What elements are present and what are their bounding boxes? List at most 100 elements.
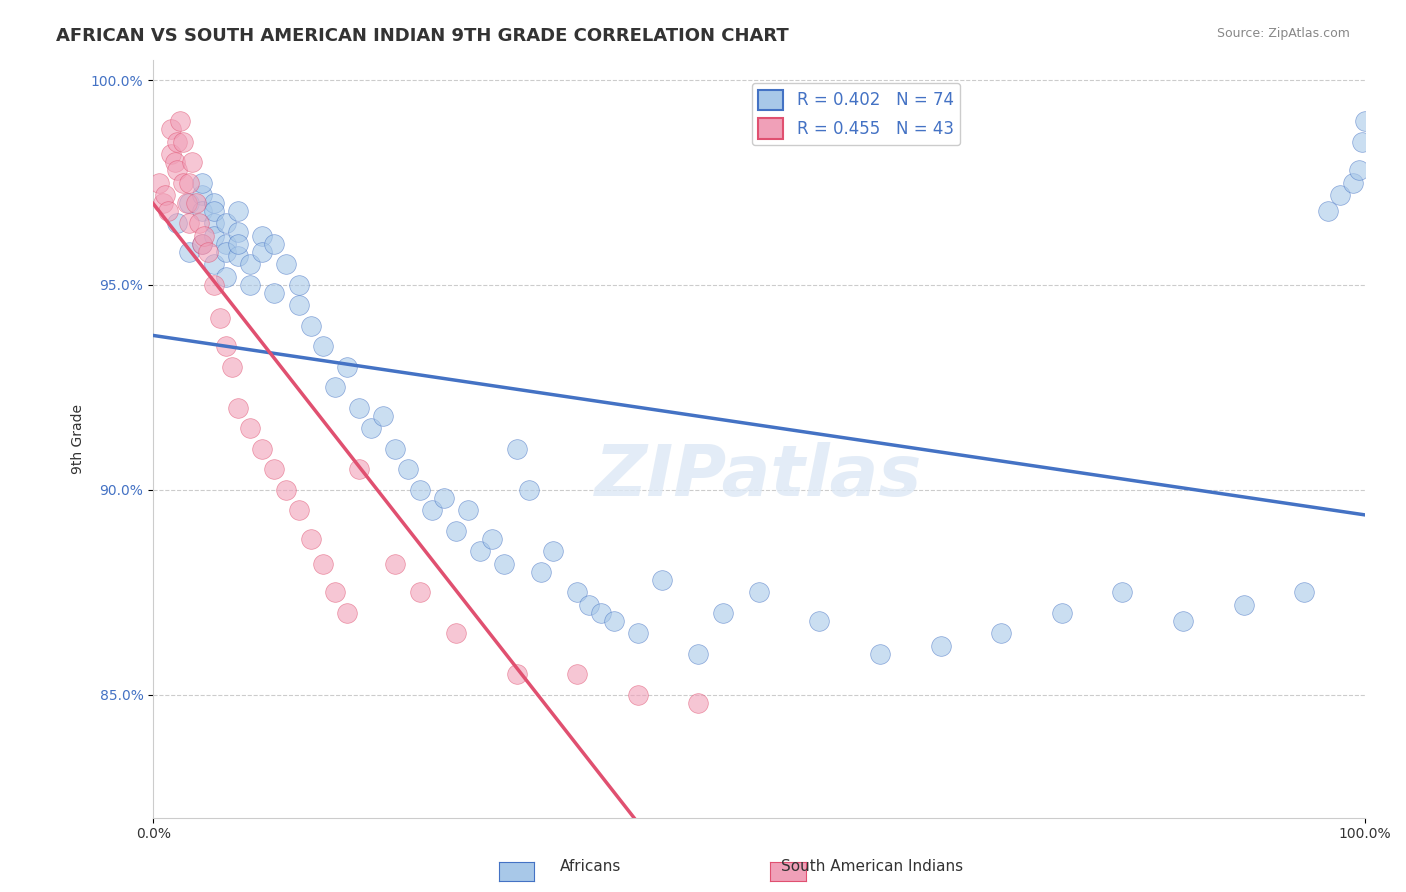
Point — [176, 196, 198, 211]
Text: South American Indians: South American Indians — [780, 859, 963, 874]
Point — [323, 585, 346, 599]
Point — [312, 557, 335, 571]
Point — [287, 298, 309, 312]
Point — [179, 245, 201, 260]
Point — [312, 339, 335, 353]
Point — [517, 483, 540, 497]
Point — [250, 228, 273, 243]
Point — [990, 626, 1012, 640]
Point — [591, 606, 613, 620]
Point — [1294, 585, 1316, 599]
Point — [711, 606, 734, 620]
Point — [748, 585, 770, 599]
Point — [1351, 135, 1374, 149]
Point — [688, 696, 710, 710]
Point — [215, 237, 238, 252]
Point — [276, 257, 298, 271]
Point — [1347, 163, 1369, 178]
Text: ZIPatlas: ZIPatlas — [595, 442, 922, 511]
Point — [1050, 606, 1073, 620]
Point — [215, 245, 238, 260]
Point — [169, 114, 191, 128]
Point — [215, 269, 238, 284]
Y-axis label: 9th Grade: 9th Grade — [72, 403, 86, 474]
Point — [494, 557, 516, 571]
Point — [373, 409, 395, 423]
Point — [433, 491, 456, 505]
Point — [444, 524, 467, 538]
Point — [299, 318, 322, 333]
Point — [602, 614, 624, 628]
Point — [360, 421, 382, 435]
Point — [202, 257, 225, 271]
Point — [226, 249, 249, 263]
Point — [202, 277, 225, 292]
Point — [250, 245, 273, 260]
Point — [567, 585, 589, 599]
Point — [190, 237, 212, 252]
Point — [197, 245, 219, 260]
Point — [323, 380, 346, 394]
Point — [160, 122, 183, 136]
Point — [226, 401, 249, 415]
Point — [179, 217, 201, 231]
Point — [688, 647, 710, 661]
Point — [457, 503, 479, 517]
Point — [226, 204, 249, 219]
Point — [336, 606, 359, 620]
Point — [808, 614, 831, 628]
Point — [420, 503, 443, 517]
Point — [336, 359, 359, 374]
Point — [179, 196, 201, 211]
Text: Source: ZipAtlas.com: Source: ZipAtlas.com — [1216, 27, 1350, 40]
Point — [166, 135, 188, 149]
Point — [202, 217, 225, 231]
Point — [287, 503, 309, 517]
Point — [239, 421, 262, 435]
Point — [190, 176, 212, 190]
Point — [166, 217, 188, 231]
Point — [239, 257, 262, 271]
Point — [1341, 176, 1364, 190]
Point — [193, 228, 215, 243]
Point — [190, 237, 212, 252]
Point — [226, 237, 249, 252]
Point — [202, 196, 225, 211]
Point — [156, 204, 179, 219]
Point — [299, 532, 322, 546]
Point — [202, 228, 225, 243]
Point — [627, 688, 650, 702]
Point — [384, 557, 406, 571]
Point — [226, 225, 249, 239]
Point — [188, 217, 211, 231]
Point — [1317, 204, 1340, 219]
Point — [347, 401, 370, 415]
Point — [202, 204, 225, 219]
Point — [396, 462, 419, 476]
Point — [179, 176, 201, 190]
Point — [347, 462, 370, 476]
Point — [263, 286, 285, 301]
Point — [578, 598, 600, 612]
Point — [172, 135, 194, 149]
Text: Africans: Africans — [560, 859, 621, 874]
Point — [408, 483, 430, 497]
Point — [444, 626, 467, 640]
Point — [208, 310, 231, 325]
Point — [1111, 585, 1133, 599]
Point — [481, 532, 503, 546]
Point — [505, 442, 527, 456]
Point — [384, 442, 406, 456]
Point — [1329, 187, 1351, 202]
Point — [160, 146, 183, 161]
Point — [184, 196, 207, 211]
Point — [250, 442, 273, 456]
Point — [1232, 598, 1254, 612]
Legend: R = 0.402   N = 74, R = 0.455   N = 43: R = 0.402 N = 74, R = 0.455 N = 43 — [751, 83, 960, 145]
Point — [287, 277, 309, 292]
Point — [470, 544, 492, 558]
Point — [190, 187, 212, 202]
Point — [239, 277, 262, 292]
Point — [869, 647, 891, 661]
Point — [505, 667, 527, 681]
